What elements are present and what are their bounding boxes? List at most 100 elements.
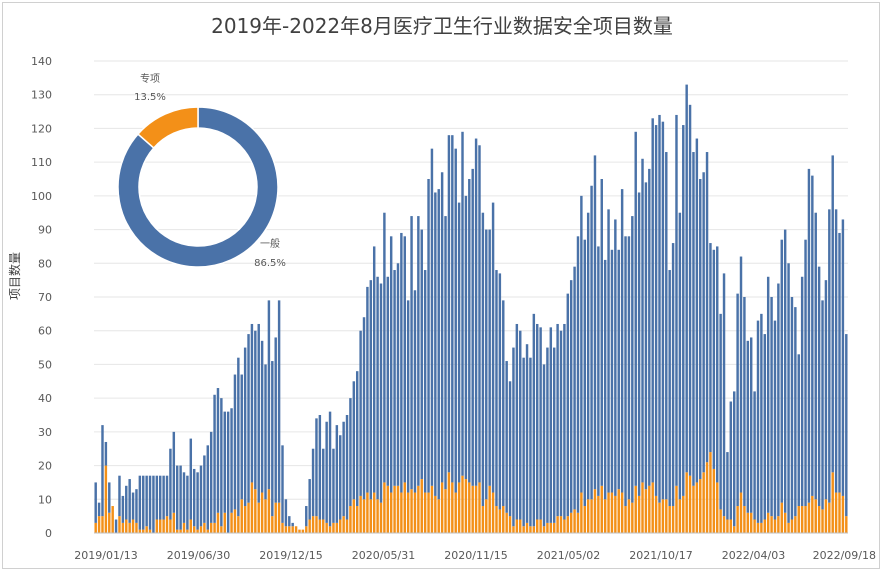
bar-general [569,280,573,513]
bar-general [281,445,284,523]
bar-general [315,418,318,517]
bar-general [614,219,617,496]
bar-general [94,482,97,523]
bar-special [362,499,366,533]
y-tick-label: 20 [38,460,52,473]
bar-special [712,468,716,533]
bar-general [101,425,104,517]
bar-special [111,506,114,533]
bar-special [552,522,556,533]
bar-special [437,499,440,533]
bar-general [196,472,199,530]
bar-general [114,519,118,533]
bar-general [481,212,485,507]
bar-special [746,512,750,533]
bar-special [169,519,172,533]
bar-special [590,499,593,533]
y-tick-label: 50 [38,358,52,371]
bar-special [739,492,743,533]
bar-general [807,168,811,503]
bar-special [828,502,831,533]
bar-general [444,216,447,490]
bar-general [148,475,152,530]
bar-general [284,499,288,527]
bar-general [250,323,254,483]
bar-special [512,526,515,533]
bar-special [413,492,417,533]
bar-general [576,236,580,513]
bar-special [794,516,797,533]
bar-general [705,152,709,463]
bar-special [617,489,620,533]
bar-general [814,212,817,500]
bar-special [641,482,644,533]
bar-general [308,479,311,520]
bar-special [291,526,294,533]
bar-general [267,300,271,490]
bar-special [461,475,464,533]
bar-general [277,300,281,503]
bar-general [536,323,539,520]
y-tick-label: 0 [45,527,52,540]
bar-special [328,526,332,533]
bar-general [512,347,515,527]
bar-special [179,529,182,533]
bar-special [631,502,634,533]
bar-special [271,516,274,533]
bar-general [841,219,845,496]
bar-general [760,313,763,523]
bar-general [580,195,583,493]
bar-special [281,522,284,533]
bar-special [766,512,770,533]
bar-special [417,485,420,533]
bar-general [142,475,145,530]
bar-general [186,475,189,530]
bar-general [794,307,797,517]
bar-general [417,216,420,486]
bar-general [739,256,743,493]
bar-general [468,179,471,483]
bar-special [243,506,247,533]
bar-general [678,212,682,500]
bar-special [525,522,529,533]
x-tick-label: 2021/05/02 [537,549,600,562]
bar-general [556,323,559,517]
bar-special [447,472,451,533]
bar-special [597,495,600,533]
bar-general [773,320,777,520]
bar-general [811,175,814,496]
bar-special [542,526,546,533]
bar-general [226,411,230,533]
bar-special [386,485,390,533]
bar-general [797,354,800,507]
x-tick-label: 2022/09/18 [813,549,876,562]
bar-special [709,452,712,533]
bar-general [634,131,637,486]
bar-special [101,516,104,533]
bar-general [783,229,787,513]
bar-special [142,529,145,533]
bar-general [519,330,522,520]
bar-general [349,398,352,507]
bar-general [498,273,502,510]
bar-general [515,323,519,520]
y-tick-label: 10 [38,493,52,506]
bar-special [563,519,566,533]
bar-general [352,381,356,500]
bar-general [525,344,529,523]
bar-special [705,462,709,533]
bar-special [549,522,553,533]
bar-general [434,192,437,496]
bar-general [192,468,196,527]
bar-special [376,499,379,533]
bar-general [372,246,376,493]
bar-special [118,516,121,533]
bar-general [318,415,322,520]
bar-special [189,519,193,533]
bar-special [654,495,658,533]
bar-special [624,506,627,533]
bar-general [831,155,834,473]
bar-special [726,519,729,533]
bar-general [257,323,260,503]
bar-general [165,475,169,517]
